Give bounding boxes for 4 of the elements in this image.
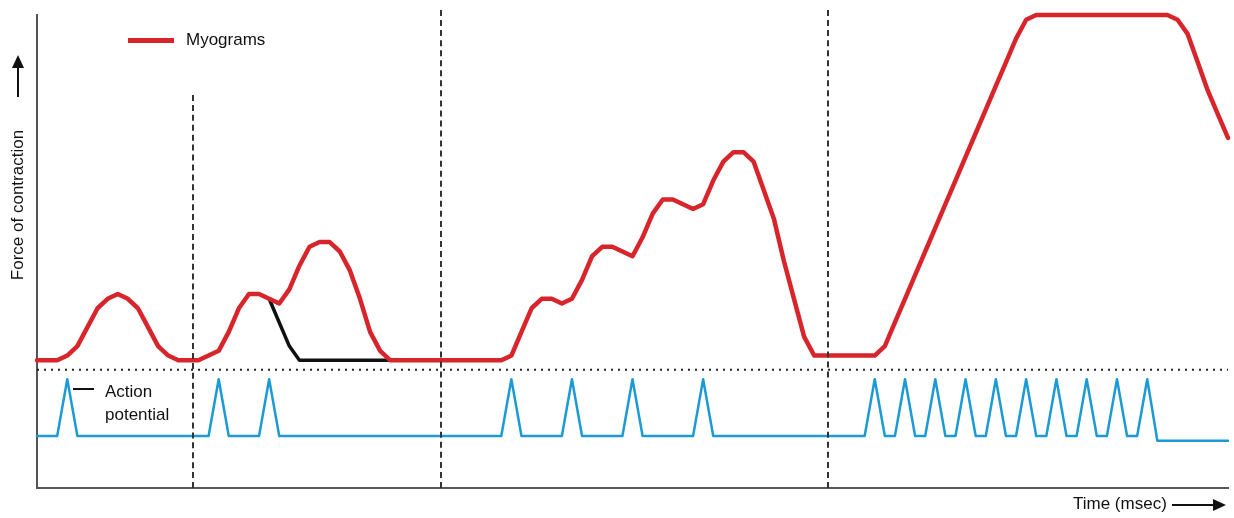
- y-axis-title: Force of contraction: [8, 129, 28, 281]
- x-axis-title: Time (msec): [1073, 494, 1167, 514]
- legend-label: Myograms: [186, 30, 266, 50]
- annotation: Action potential: [105, 381, 171, 426]
